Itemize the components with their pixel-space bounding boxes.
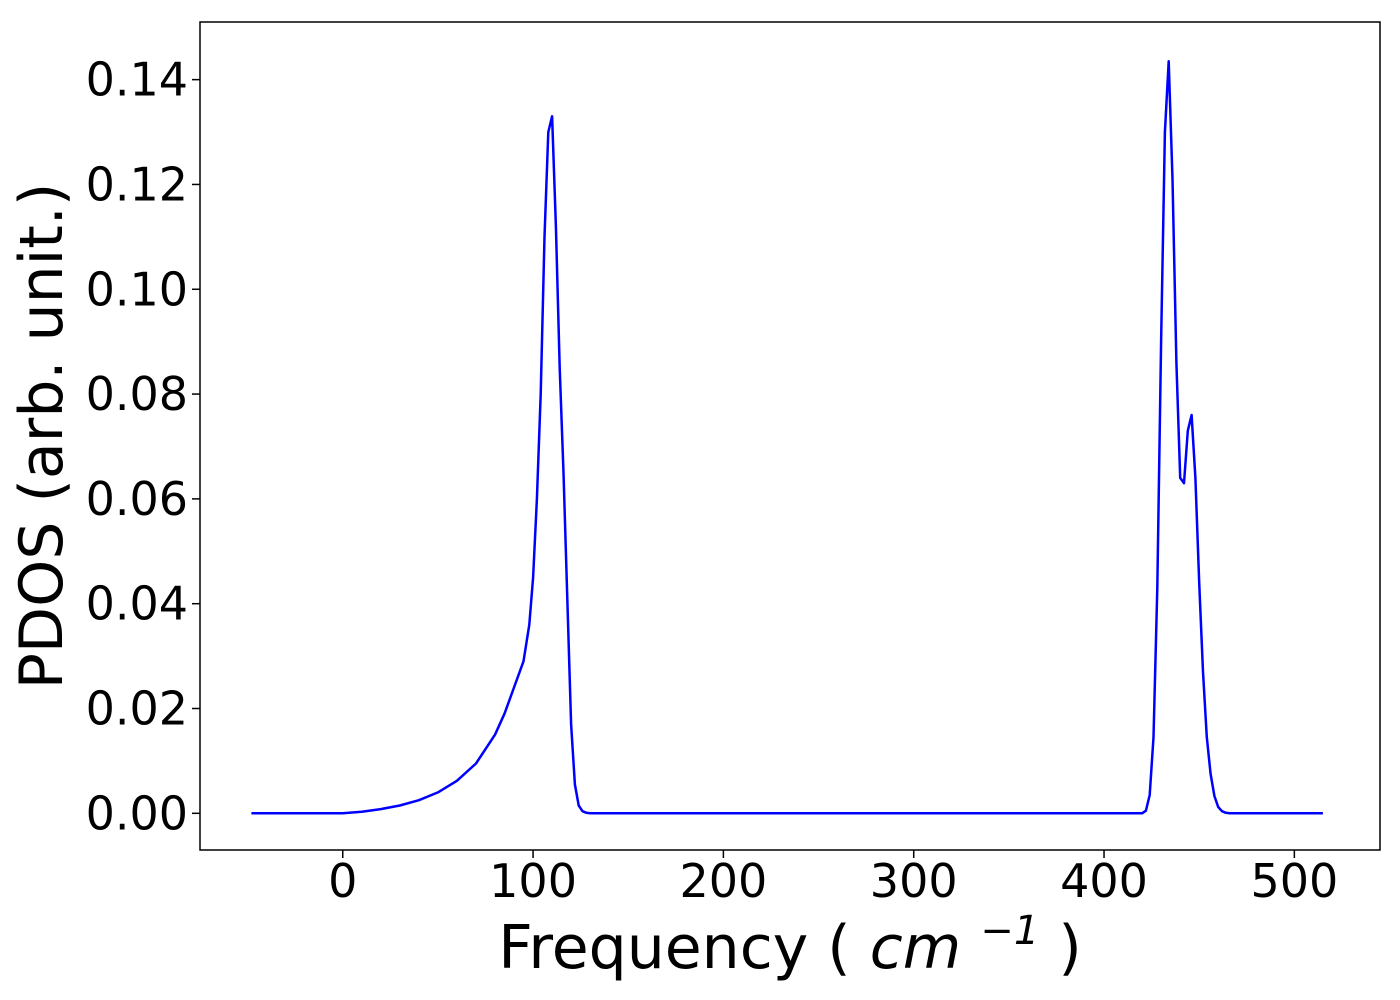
series-layer	[251, 60, 1323, 815]
x-tick-label: 300	[870, 854, 958, 908]
x-tick-label: 100	[489, 854, 577, 908]
x-axis-label-paren-open: (	[827, 913, 850, 983]
x-tick-label: 200	[679, 854, 767, 908]
y-tick-label: 0.12	[86, 157, 188, 211]
y-axis-label: PDOS (arb. unit.)	[7, 183, 77, 690]
y-tick-label: 0.10	[86, 262, 188, 316]
x-axis-label-unit: cm	[870, 913, 961, 983]
y-tick-label: 0.14	[86, 53, 188, 107]
y-tick-label: 0.06	[86, 472, 188, 526]
x-tick-label: 0	[328, 854, 357, 908]
x-axis-label-text: Frequency	[498, 913, 808, 983]
x-axis-ticks: 0 100 200 300 400 500	[328, 850, 1338, 908]
x-axis-label: Frequency ( cm −1 )	[498, 889, 1082, 983]
plot-frame	[199, 21, 1381, 851]
y-tick-label: 0.08	[86, 367, 188, 421]
x-axis-label-paren-close: )	[1058, 913, 1081, 983]
series-line-0	[251, 60, 1323, 815]
x-tick-label: 400	[1060, 854, 1148, 908]
x-tick-label: 500	[1250, 854, 1338, 908]
y-tick-label: 0.02	[86, 682, 188, 736]
y-axis-ticks: 0.00 0.02 0.04 0.06 0.08 0.10 0.12 0.14	[86, 53, 200, 840]
y-tick-label: 0.04	[86, 577, 188, 631]
y-tick-label: 0.00	[86, 786, 188, 840]
x-axis-label-unit-exponent: −1	[980, 908, 1039, 954]
